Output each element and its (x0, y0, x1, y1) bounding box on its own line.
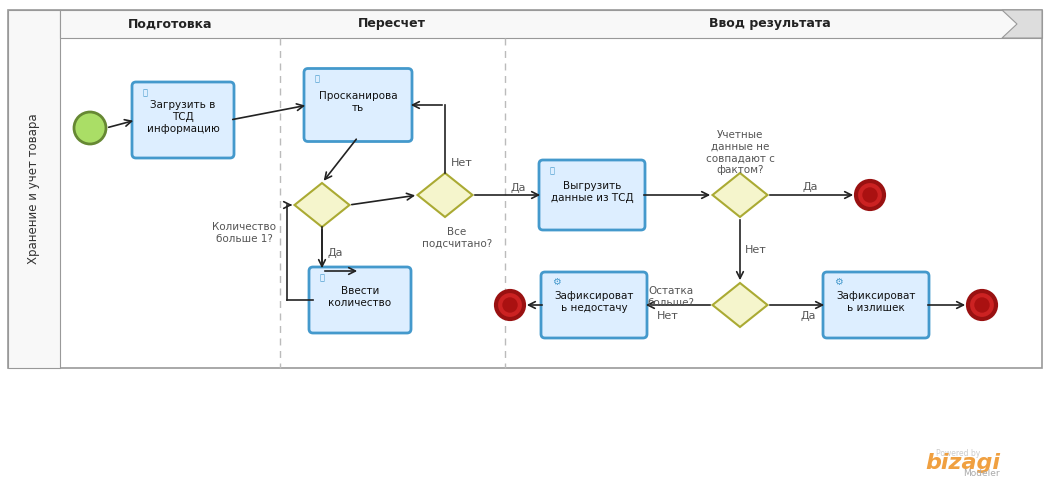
FancyBboxPatch shape (132, 82, 234, 158)
Text: Да: Да (327, 247, 342, 257)
Text: Остатка
больше?: Остатка больше? (647, 286, 694, 308)
Text: Подготовка: Подготовка (128, 17, 212, 30)
Text: Нет: Нет (657, 311, 679, 321)
Circle shape (496, 291, 524, 319)
Text: 📋: 📋 (315, 74, 320, 84)
Text: Modeler: Modeler (964, 469, 1000, 479)
Text: Да: Да (510, 183, 526, 193)
Text: Нет: Нет (746, 245, 766, 255)
Text: Хранение и учет товара: Хранение и учет товара (27, 114, 41, 264)
Text: Нет: Нет (452, 158, 472, 168)
Text: Powered by: Powered by (936, 449, 980, 457)
Text: Загрузить в
ТСД
информацию: Загрузить в ТСД информацию (147, 99, 219, 134)
Polygon shape (418, 173, 472, 217)
Polygon shape (713, 283, 768, 327)
Circle shape (74, 112, 106, 144)
Text: 📋: 📋 (550, 166, 555, 175)
Text: 📋: 📋 (143, 88, 148, 97)
Circle shape (862, 187, 878, 203)
Polygon shape (294, 183, 350, 227)
Text: Да: Да (800, 311, 816, 321)
FancyBboxPatch shape (309, 267, 411, 333)
Text: Да: Да (802, 182, 818, 192)
Polygon shape (1002, 10, 1042, 38)
Polygon shape (713, 173, 768, 217)
Circle shape (856, 181, 884, 209)
Bar (8, 10, 1042, 368)
Text: Просканирова
ть: Просканирова ть (319, 91, 397, 113)
FancyBboxPatch shape (539, 160, 645, 230)
Text: ⚙: ⚙ (552, 277, 561, 287)
Text: 📋: 📋 (320, 273, 326, 282)
Text: ⚙: ⚙ (834, 277, 843, 287)
FancyBboxPatch shape (304, 69, 412, 142)
Text: Пересчет: Пересчет (358, 17, 426, 30)
Circle shape (974, 298, 990, 313)
Bar (8, 10, 60, 368)
Text: Ввод результата: Ввод результата (709, 17, 831, 30)
Text: Количество
больше 1?: Количество больше 1? (212, 222, 276, 243)
FancyBboxPatch shape (823, 272, 929, 338)
Text: Ввести
количество: Ввести количество (329, 286, 392, 308)
Bar (60, 10, 1042, 38)
Text: Зафиксироват
ь излишек: Зафиксироват ь излишек (836, 291, 916, 313)
Circle shape (968, 291, 996, 319)
Text: Выгрузить
данные из ТСД: Выгрузить данные из ТСД (550, 181, 633, 203)
Text: Все
подсчитано?: Все подсчитано? (422, 227, 492, 249)
Text: Учетные
данные не
совпадают с
фактом?: Учетные данные не совпадают с фактом? (706, 130, 775, 175)
Text: Зафиксироват
ь недостачу: Зафиксироват ь недостачу (554, 291, 634, 313)
Circle shape (502, 298, 518, 313)
Text: bizagi: bizagi (925, 453, 1000, 473)
FancyBboxPatch shape (541, 272, 647, 338)
